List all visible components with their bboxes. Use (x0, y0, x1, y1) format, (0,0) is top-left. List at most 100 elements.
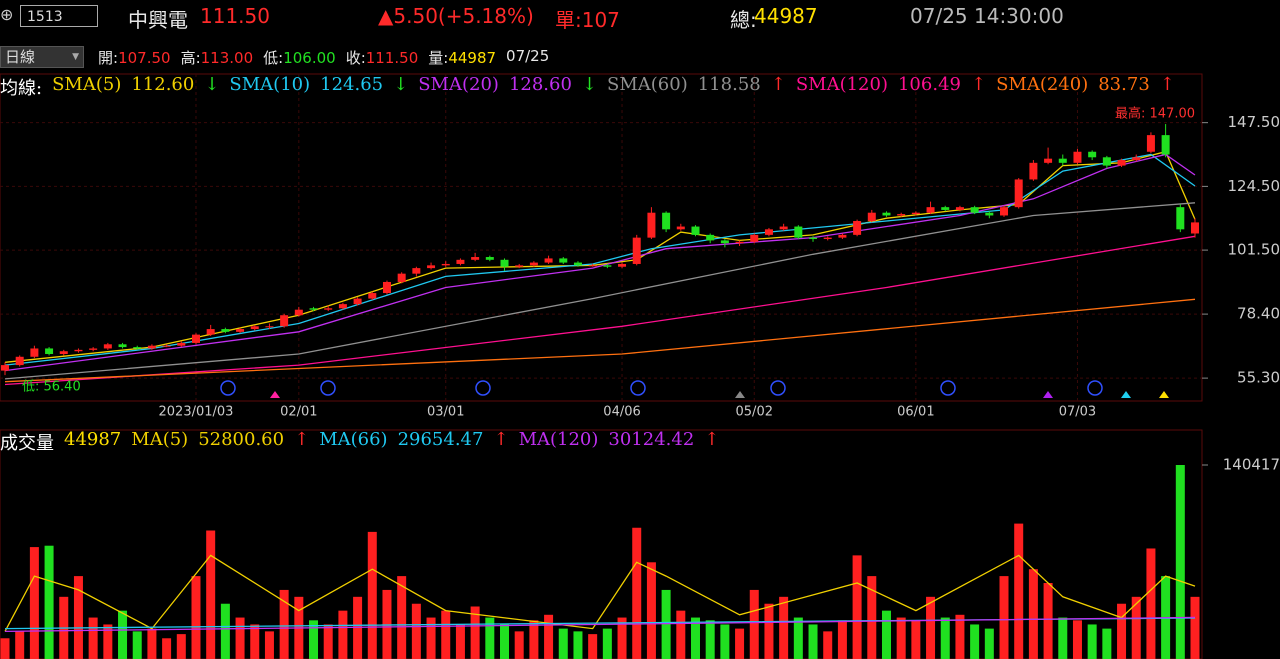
ma-line (4, 298, 1196, 383)
candle-body (1161, 135, 1170, 155)
ma-line (4, 202, 1196, 380)
quote: 收:111.50 (346, 47, 419, 68)
volume-bar (441, 610, 451, 659)
candle-body (544, 258, 553, 263)
candle-body (897, 214, 906, 216)
legend-name: MA(5) (131, 429, 189, 450)
volume-bar (823, 631, 833, 659)
candle-body (970, 207, 979, 213)
add-icon[interactable]: ⊕ (0, 5, 14, 24)
quote-label: 量: (428, 49, 449, 67)
candle-body (206, 329, 215, 335)
volume-bar (500, 624, 510, 659)
volume-bar (676, 610, 686, 659)
volume-bar (73, 576, 83, 659)
x-tick-label: 06/01 (897, 405, 934, 420)
period-select[interactable]: 日線 ▼ (0, 46, 84, 68)
volume-bar (1131, 596, 1141, 659)
legend-value: 118.58 (697, 74, 761, 95)
candle-body (838, 234, 847, 238)
y-tick-label: 101.50 (1228, 241, 1280, 259)
candle-body (882, 212, 891, 216)
candle-body (955, 207, 964, 210)
volume-bar (1102, 628, 1112, 659)
candle-body (74, 349, 83, 352)
candle-body (294, 309, 303, 316)
volume-bar (984, 628, 994, 659)
volume-bar (779, 596, 789, 659)
volume-bar (132, 631, 142, 659)
candle-body (676, 226, 685, 230)
legend-name: SMA(5) (52, 74, 122, 95)
volume-bar (0, 638, 10, 659)
candle-body (1146, 135, 1155, 152)
candle-body (265, 326, 274, 328)
y-tick-label: 78.40 (1237, 305, 1280, 323)
legend-value: 29654.47 (397, 429, 484, 450)
volume-bar (88, 617, 98, 659)
volume-bar (720, 624, 730, 659)
quote-label: 低: (263, 49, 284, 67)
quote-value: 106.00 (283, 49, 336, 67)
candle-body (529, 262, 538, 266)
volume-bar (632, 527, 642, 659)
ma-line (4, 235, 1196, 386)
legend-value: 83.73 (1098, 74, 1150, 95)
candle-body (280, 315, 289, 327)
price-legend: 均線: SMA(5) 112.60 ↓ SMA(10) 124.65 ↓ SMA(20) 128… (0, 74, 1185, 100)
legend-name: SMA(10) (229, 74, 311, 95)
legend-name: SMA(240) (996, 74, 1089, 95)
legend-trend: ↑ (1159, 74, 1175, 95)
annotation: 低: 56.40 (22, 380, 81, 395)
volume-bar (485, 617, 495, 659)
ma-line (4, 554, 1196, 632)
symbol-input[interactable]: 1513 (20, 5, 98, 27)
x-tick-label: 02/01 (280, 405, 317, 420)
candle-body (926, 207, 935, 213)
quote-value: 113.00 (200, 49, 254, 67)
y-tick-label: 147.50 (1228, 113, 1280, 131)
legend-value: 112.60 (131, 74, 195, 95)
volume-bar (103, 624, 113, 659)
candle-body (1058, 158, 1067, 163)
volume-bar (206, 530, 216, 659)
volume-bar (837, 620, 847, 659)
candle-body (500, 259, 509, 267)
candle-body (1044, 158, 1053, 163)
volume-bar (852, 555, 862, 659)
candle-body (735, 241, 744, 244)
candle-body (662, 212, 671, 230)
total-volume: 44987 (754, 4, 818, 28)
x-tick-label: 03/01 (427, 405, 464, 420)
volume-bar (999, 576, 1009, 659)
candle-body (985, 212, 994, 216)
quote-label: 開: (98, 49, 119, 67)
event-marker (1121, 391, 1131, 398)
volume-bar (470, 606, 480, 659)
volume-bar (338, 610, 348, 659)
quote-value: 111.50 (365, 49, 419, 67)
candle-body (1132, 157, 1141, 161)
volume-panel (0, 429, 1203, 659)
candle-body (397, 273, 406, 282)
volume-bar (1014, 523, 1024, 659)
legend-trend: ↑ (704, 429, 720, 450)
volume-bar (514, 631, 524, 659)
quote-value: 44987 (448, 49, 497, 67)
period: 日線 (5, 48, 36, 66)
ma-line (4, 150, 1196, 363)
candle-body (382, 281, 391, 294)
candle-body (867, 212, 876, 222)
volume-bar (896, 617, 906, 659)
volume-bar (749, 589, 759, 659)
volume-bar (793, 617, 803, 659)
event-marker (1159, 391, 1169, 398)
legend-trend: ↑ (493, 429, 509, 450)
price-panel (0, 73, 1203, 402)
volume-bar (940, 617, 950, 659)
volume-bar (1072, 620, 1082, 659)
legend-name: SMA(20) (418, 74, 499, 95)
candle-body (779, 226, 788, 230)
candle-body (1029, 162, 1038, 180)
